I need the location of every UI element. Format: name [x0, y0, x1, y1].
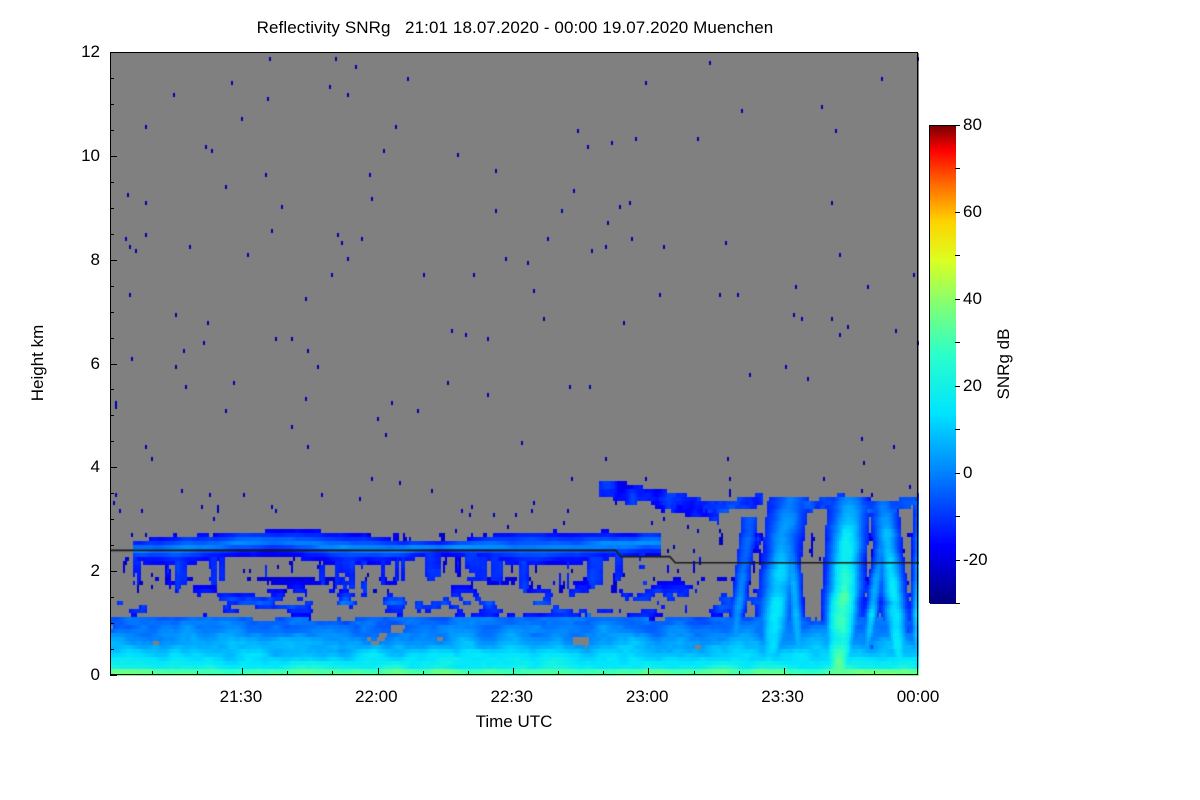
y-tick-mark	[110, 623, 114, 624]
y-tick-label: 8	[90, 249, 100, 269]
colorbar-tick-label: 0	[963, 462, 973, 482]
y-tick-mark	[110, 519, 114, 520]
y-tick-mark	[110, 182, 114, 183]
y-tick-label: 10	[81, 145, 100, 165]
colorbar[interactable]	[929, 125, 956, 604]
y-tick-label: 12	[81, 42, 100, 61]
y-tick-mark	[110, 467, 117, 468]
x-tick-mark	[287, 671, 288, 675]
x-tick-mark	[378, 668, 379, 675]
colorbar-tick-label: 40	[963, 288, 982, 308]
x-tick-mark	[829, 671, 830, 675]
y-tick-mark	[110, 130, 114, 131]
y-tick-mark	[110, 389, 114, 390]
x-tick-label: 00:00	[896, 687, 940, 706]
y-tick-mark	[110, 649, 114, 650]
x-tick-label: 22:30	[490, 687, 534, 706]
x-tick-mark	[468, 671, 469, 675]
x-tick-label: 22:00	[355, 687, 398, 706]
heatmap-plot-area[interactable]	[110, 52, 919, 676]
colorbar-tick-mark	[955, 516, 960, 517]
y-tick-mark	[110, 545, 114, 546]
colorbar-tick-mark	[955, 386, 960, 387]
x-tick-label: 21:30	[219, 687, 263, 706]
y-tick-mark	[110, 156, 117, 157]
colorbar-label: SNRg dB	[994, 328, 1013, 400]
colorbar-tick-mark	[955, 168, 960, 169]
y-tick-label: 4	[90, 457, 100, 477]
colorbar-tick-mark	[955, 603, 960, 604]
y-tick-label: 0	[90, 665, 100, 684]
x-axis-label: Time UTC	[475, 712, 553, 731]
colorbar-tick-label: -20	[963, 549, 988, 569]
chart-title: Reflectivity SNRg 21:01 18.07.2020 - 00:…	[256, 18, 774, 37]
colorbar-tick-label: 20	[963, 375, 982, 395]
y-tick-mark	[110, 571, 117, 572]
y-tick-mark	[110, 441, 114, 442]
colorbar-tick-mark	[955, 125, 960, 126]
colorbar-tick-mark	[955, 299, 960, 300]
x-tick-mark	[513, 668, 514, 675]
y-tick-mark	[110, 338, 114, 339]
x-tick-mark	[784, 668, 785, 675]
x-tick-mark	[739, 671, 740, 675]
x-tick-mark	[558, 671, 559, 675]
colorbar-tick-label: 60	[963, 201, 982, 221]
x-tick-label: 23:30	[761, 687, 804, 706]
x-tick-mark	[242, 668, 243, 675]
y-tick-mark	[110, 415, 114, 416]
x-tick-mark	[694, 671, 695, 675]
colorbar-tick-mark	[955, 212, 960, 213]
y-tick-label: 6	[90, 353, 100, 373]
y-tick-mark	[110, 597, 114, 598]
colorbar-tick-label: 80	[963, 115, 982, 134]
colorbar-gradient	[930, 126, 956, 604]
x-tick-mark	[332, 671, 333, 675]
y-tick-mark	[110, 234, 114, 235]
y-tick-mark	[110, 260, 117, 261]
y-tick-mark	[110, 208, 114, 209]
y-tick-mark	[110, 286, 114, 287]
y-tick-mark	[110, 364, 117, 365]
x-tick-mark	[603, 671, 604, 675]
y-axis-label: Height km	[28, 324, 47, 402]
colorbar-tick-mark	[955, 560, 960, 561]
y-tick-mark	[110, 104, 114, 105]
y-tick-mark	[110, 675, 117, 676]
x-tick-mark	[197, 671, 198, 675]
y-tick-mark	[110, 52, 117, 53]
y-tick-label: 2	[90, 561, 100, 581]
colorbar-tick-mark	[955, 429, 960, 430]
x-tick-mark	[648, 668, 649, 675]
x-tick-mark	[152, 671, 153, 675]
x-tick-label: 23:00	[625, 687, 669, 706]
x-tick-mark	[423, 671, 424, 675]
y-tick-mark	[110, 493, 114, 494]
colorbar-tick-mark	[955, 342, 960, 343]
y-tick-mark	[110, 78, 114, 79]
colorbar-tick-mark	[955, 255, 960, 256]
colorbar-tick-mark	[955, 473, 960, 474]
heatmap-pixel-data	[111, 53, 919, 676]
y-tick-mark	[110, 312, 114, 313]
x-tick-mark	[874, 671, 875, 675]
